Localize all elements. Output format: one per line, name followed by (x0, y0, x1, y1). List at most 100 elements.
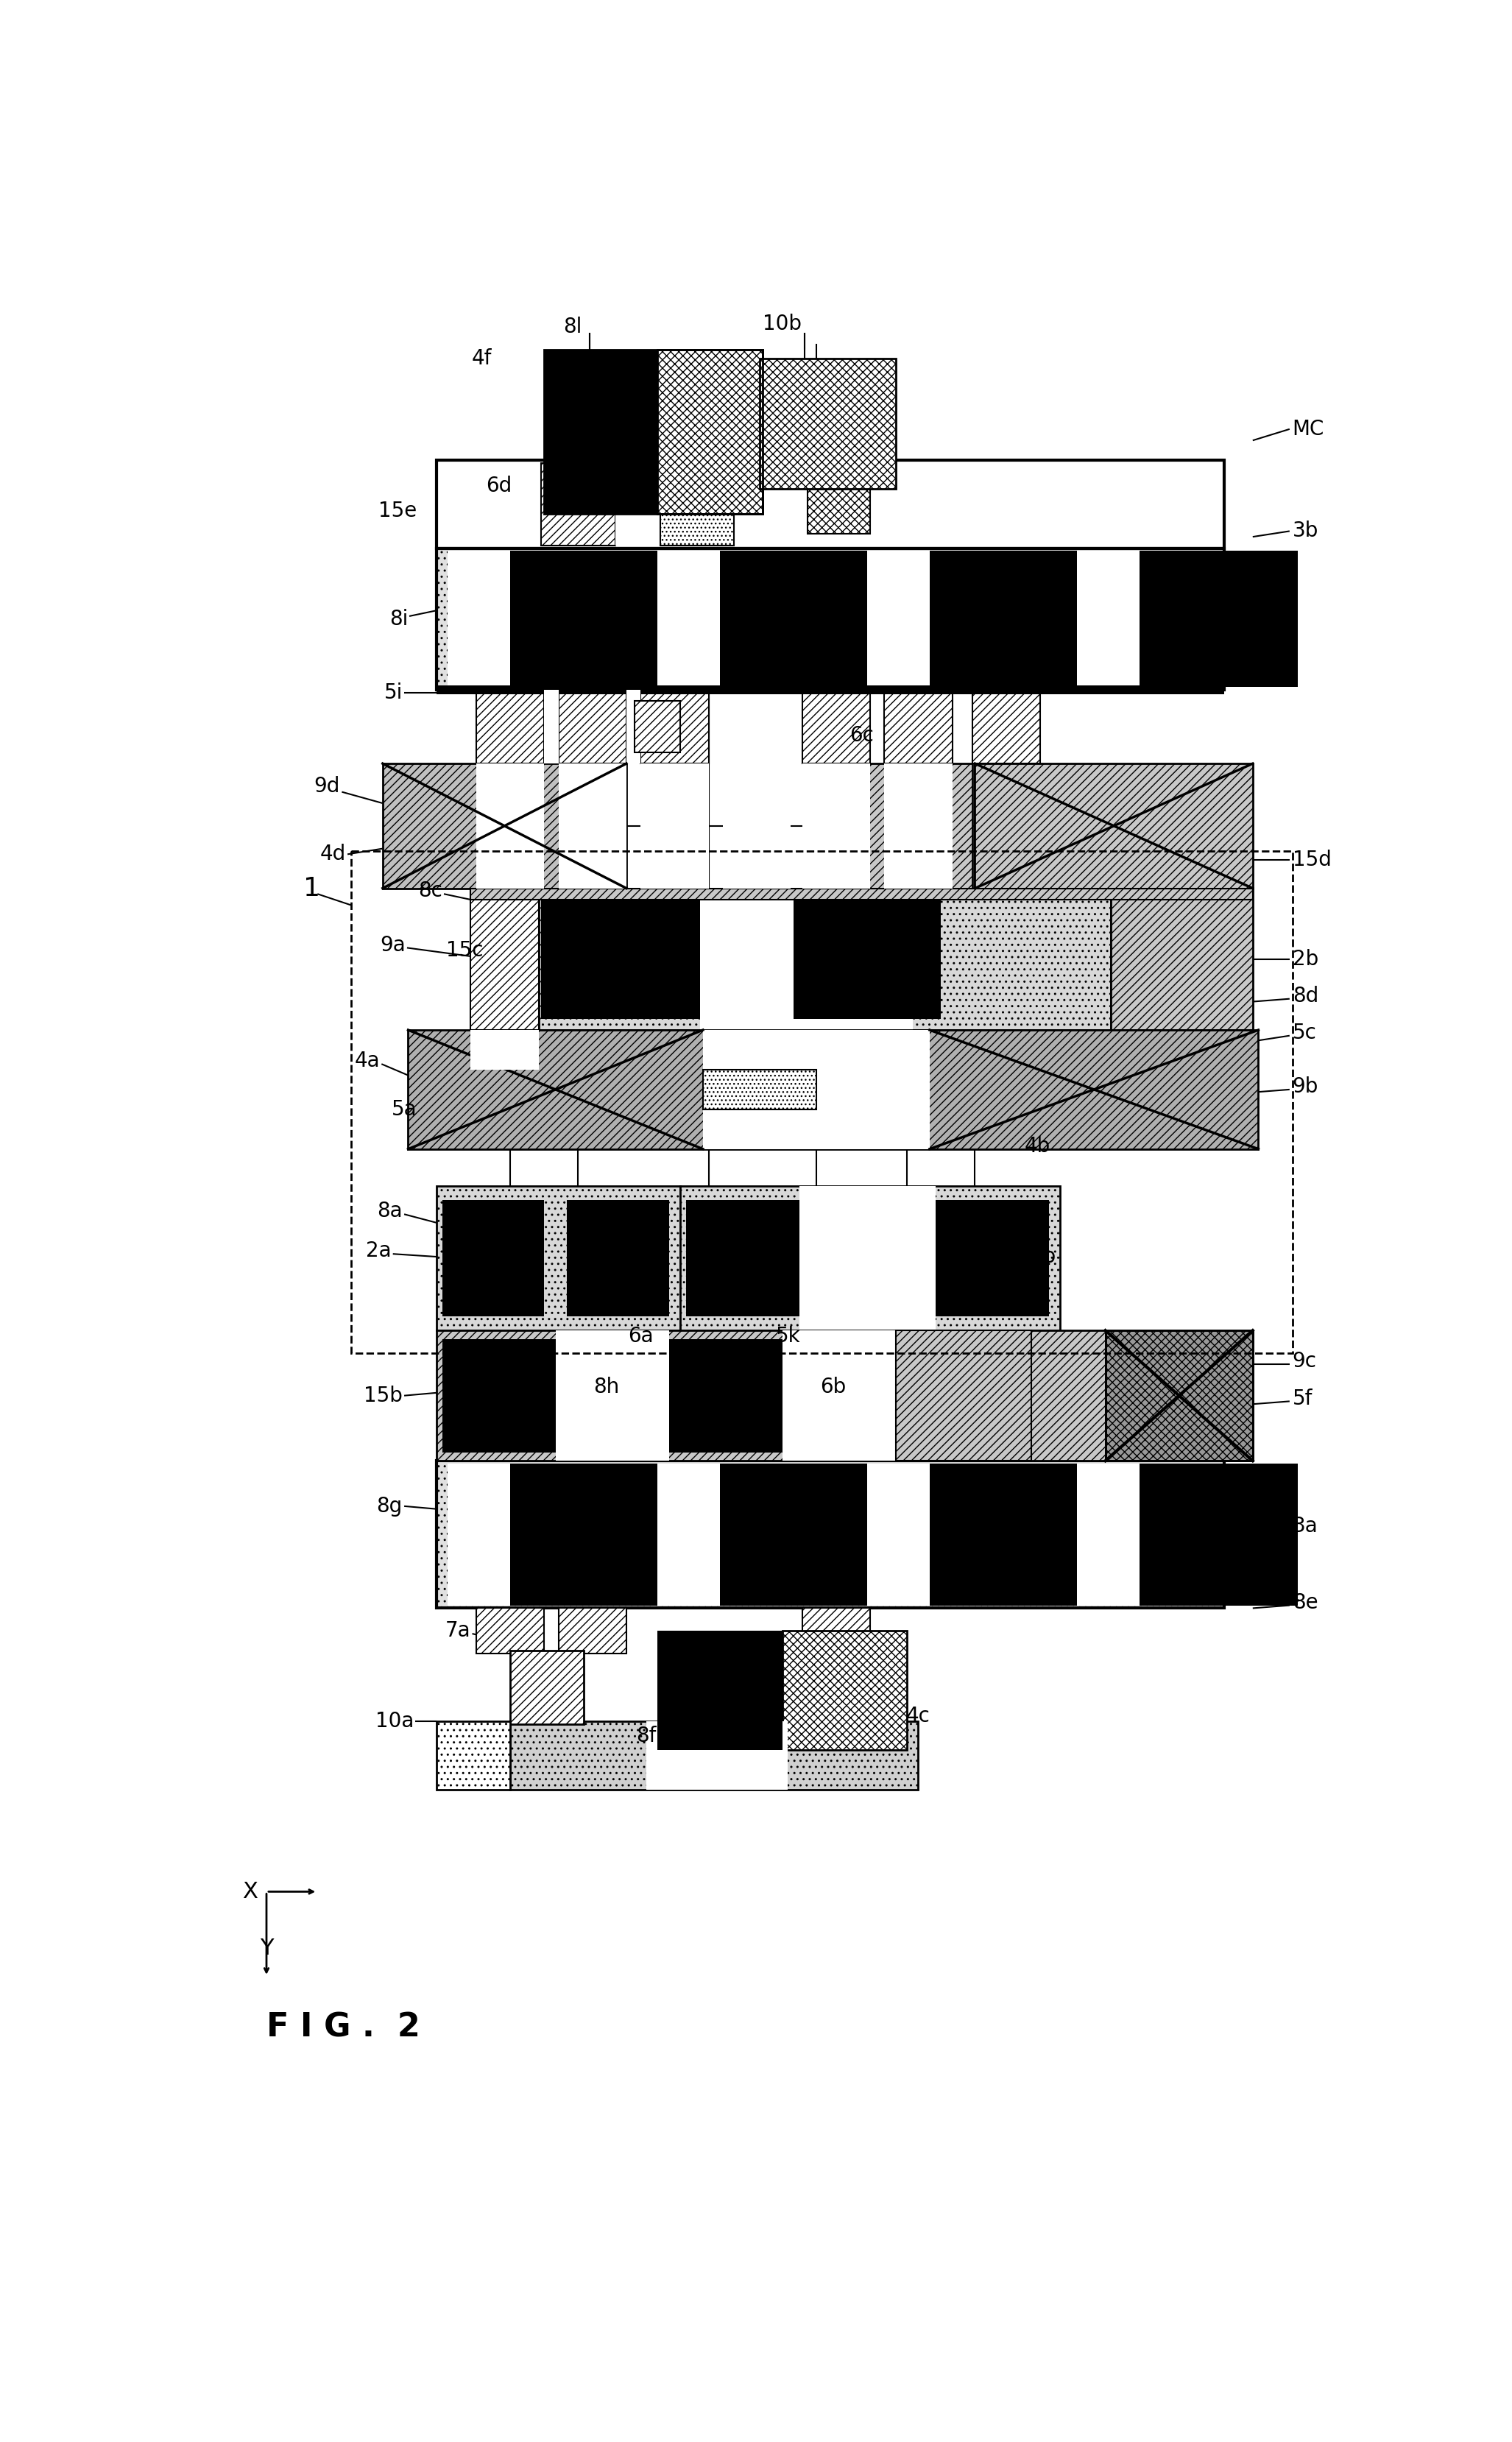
Text: 10b: 10b (762, 315, 801, 335)
Bar (801, 764, 869, 889)
Bar (703, 1031, 930, 1150)
Text: 3a: 3a (1293, 1516, 1318, 1536)
Bar (437, 547, 1225, 689)
Bar (658, 1463, 720, 1604)
Bar (510, 1651, 584, 1724)
Text: 8h: 8h (594, 1377, 620, 1397)
Text: 5k: 5k (776, 1326, 800, 1346)
Bar (868, 552, 930, 686)
Text: 2a: 2a (366, 1241, 392, 1263)
Bar (885, 689, 953, 764)
Text: 1: 1 (304, 877, 321, 901)
Bar (895, 1331, 1031, 1460)
Text: 5d: 5d (673, 872, 699, 894)
Bar (558, 764, 626, 889)
Bar (541, 899, 700, 1018)
Bar (470, 889, 1253, 899)
Bar (476, 1609, 544, 1653)
Bar (782, 1631, 907, 1751)
Bar (885, 764, 953, 889)
Bar (470, 889, 538, 1031)
Text: 6c: 6c (850, 725, 874, 745)
Bar (641, 689, 709, 764)
Bar (800, 1187, 936, 1331)
Bar (658, 552, 720, 686)
Text: 7a: 7a (747, 469, 773, 491)
Text: 8b: 8b (1030, 1245, 1055, 1267)
Text: 8a: 8a (376, 1201, 402, 1221)
Text: 4c: 4c (906, 1705, 930, 1726)
Text: 9c: 9c (1293, 1350, 1317, 1372)
Bar (936, 1199, 1049, 1316)
Bar (448, 552, 510, 686)
Bar (794, 1016, 913, 1031)
Bar (437, 1187, 680, 1331)
Text: 8f: 8f (637, 1726, 656, 1746)
Bar (437, 459, 1225, 547)
Text: 9d: 9d (314, 777, 340, 796)
Bar (544, 349, 658, 515)
Bar (383, 764, 626, 889)
Bar (555, 1331, 668, 1460)
Text: 2b: 2b (1293, 950, 1318, 969)
Bar (544, 349, 762, 515)
Bar (470, 1031, 538, 1070)
Text: 5f: 5f (1293, 1387, 1312, 1409)
Text: 6d: 6d (485, 476, 513, 496)
Text: 10a: 10a (375, 1712, 414, 1731)
Bar (476, 764, 544, 889)
Bar (510, 1463, 658, 1604)
Text: 15c: 15c (446, 940, 484, 962)
Bar (720, 1463, 868, 1604)
Bar (544, 689, 558, 764)
Text: 4b: 4b (1024, 1136, 1051, 1158)
Text: 6b: 6b (821, 1377, 847, 1397)
Bar (661, 464, 735, 545)
Bar (476, 689, 544, 764)
Text: 4f: 4f (472, 347, 491, 369)
Text: X: X (242, 1880, 259, 1902)
Bar (538, 889, 1111, 1031)
Text: 8d: 8d (1293, 987, 1318, 1006)
Bar (442, 1338, 555, 1453)
Bar (567, 1199, 668, 1316)
Bar (801, 1609, 869, 1653)
Text: 5a: 5a (392, 1099, 417, 1118)
Text: 15a: 15a (696, 1377, 733, 1397)
Text: 4a: 4a (354, 1050, 380, 1072)
Bar (703, 1070, 816, 1109)
Bar (558, 1609, 626, 1653)
Bar (510, 552, 658, 686)
Bar (813, 764, 972, 889)
Bar (723, 764, 791, 889)
Bar (437, 686, 1225, 694)
Text: 4d: 4d (321, 845, 346, 864)
Bar (437, 1460, 1225, 1609)
Text: 15b: 15b (363, 1385, 402, 1407)
Text: 15d: 15d (1293, 850, 1332, 869)
Text: F I G .  2: F I G . 2 (266, 2012, 420, 2044)
Bar (510, 1722, 918, 1790)
Bar (680, 1187, 1060, 1331)
Text: MC: MC (1293, 418, 1325, 440)
Text: 3b: 3b (1293, 520, 1318, 542)
Text: Y: Y (260, 1937, 274, 1958)
Bar (930, 552, 1077, 686)
Text: 5c: 5c (1293, 1023, 1317, 1043)
Bar (720, 552, 868, 686)
Bar (1111, 889, 1253, 1031)
Text: 8l: 8l (562, 317, 582, 337)
Bar (686, 1199, 800, 1316)
Bar (700, 889, 794, 1031)
Bar (658, 349, 762, 515)
Bar (930, 1463, 1077, 1604)
Bar (615, 464, 661, 545)
Bar (646, 1722, 788, 1790)
Bar (975, 764, 1253, 889)
Bar (668, 1338, 782, 1453)
Bar (794, 899, 940, 1018)
Bar (408, 1031, 1258, 1150)
Text: 8e: 8e (1293, 1592, 1318, 1612)
Bar (558, 689, 626, 764)
Bar (1140, 1463, 1299, 1604)
